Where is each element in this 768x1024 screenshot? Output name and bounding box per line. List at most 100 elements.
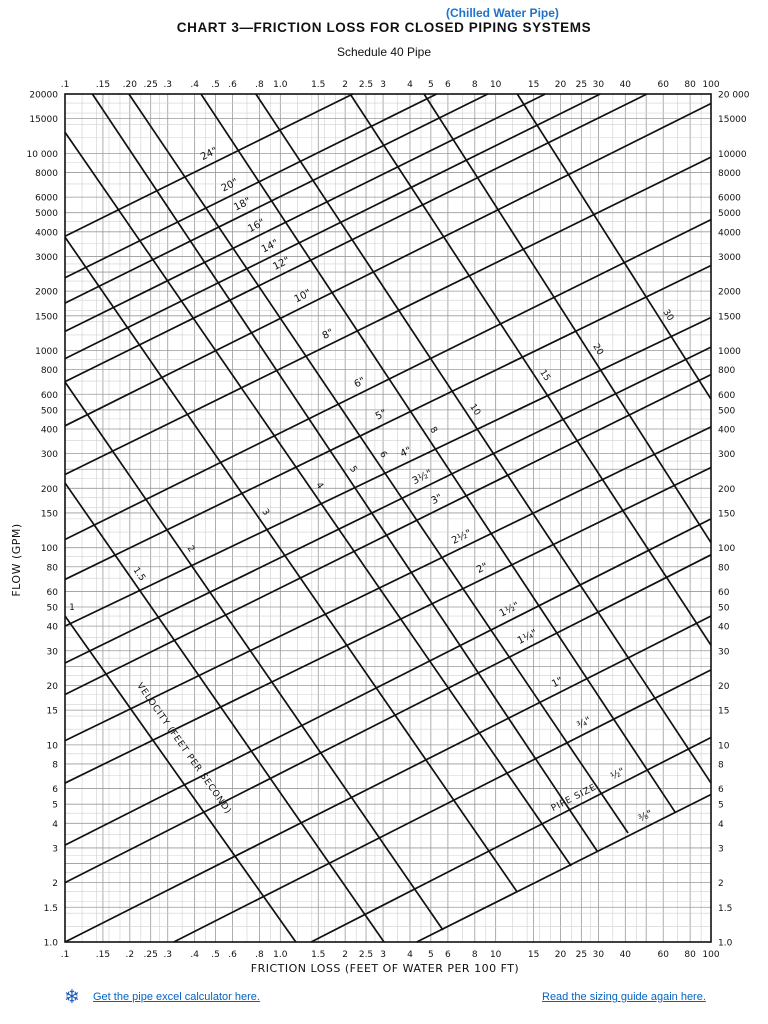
x-tick-label-bottom: .3 [163, 950, 172, 960]
y-tick-label-left: 2000 [35, 288, 58, 298]
y-tick-label-right: 6000 [718, 194, 741, 204]
velocity-line [64, 236, 518, 893]
y-tick-label-left: 400 [41, 425, 58, 435]
y-tick-label-left: 8 [52, 760, 58, 770]
x-tick-label-top: .6 [228, 80, 237, 90]
x-tick-label-top: 30 [593, 80, 605, 90]
sizing-guide-link[interactable]: Read the sizing guide again here. [542, 991, 706, 1003]
y-tick-label-right: 100 [718, 544, 735, 554]
y-tick-label-left: 80 [47, 563, 59, 573]
x-tick-label-bottom: .25 [144, 950, 158, 960]
chart-title: CHART 3—FRICTION LOSS FOR CLOSED PIPING … [176, 20, 592, 35]
velocity-label: 4 [313, 481, 325, 492]
y-tick-label-right: 300 [718, 450, 735, 460]
x-tick-label-bottom: .2 [126, 950, 135, 960]
y-tick-label-left: 100 [41, 544, 58, 554]
y-tick-label-right: 400 [718, 425, 735, 435]
x-tick-label-top: 6 [445, 80, 451, 90]
velocity-line [64, 482, 385, 943]
x-tick-label-bottom: 5 [428, 950, 434, 960]
pipe-line [64, 426, 712, 742]
pipe-line [310, 736, 712, 943]
y-tick-label-left: 6 [52, 785, 58, 795]
x-tick-label-top: 2 [342, 80, 348, 90]
y-tick-label-right: 20 000 [718, 91, 750, 101]
y-tick-label-right: 1.5 [718, 904, 732, 914]
x-axis-label: FRICTION LOSS (FEET OF WATER PER 100 FT) [251, 962, 519, 975]
pipe-line [64, 93, 489, 304]
velocity-axis-label: VELOCITY (FEET PER SECOND) [134, 681, 233, 816]
y-tick-label-left: 20000 [29, 91, 58, 101]
y-tick-label-left: 200 [41, 485, 58, 495]
chilled-water-note: (Chilled Water Pipe) [446, 6, 559, 20]
pipe-line [64, 156, 712, 476]
y-tick-label-left: 500 [41, 406, 58, 416]
x-tick-label-top: .8 [255, 80, 264, 90]
pipe-line [64, 93, 648, 383]
pipe-line [64, 316, 712, 627]
y-tick-label-left: 1000 [35, 347, 58, 357]
y-tick-label-right: 1000 [718, 347, 741, 357]
footer-links: ❄ Get the pipe excel calculator here. Re… [0, 986, 768, 1008]
pipe-calculator-link[interactable]: Get the pipe excel calculator here. [93, 991, 260, 1003]
pipe-line [173, 669, 712, 943]
x-tick-label-bottom: 2 [342, 950, 348, 960]
x-tick-label-bottom: .8 [255, 950, 264, 960]
y-tick-label-right: 60 [718, 588, 730, 598]
x-tick-label-bottom: 80 [684, 950, 696, 960]
y-tick-label-left: 5 [52, 801, 58, 811]
velocity-line [255, 93, 712, 784]
velocity-line [64, 131, 572, 867]
y-tick-label-left: 6000 [35, 194, 58, 204]
x-tick-label-top: 15 [528, 80, 539, 90]
velocity-label: 3 [259, 507, 270, 517]
x-tick-label-top: .5 [211, 80, 220, 90]
x-tick-label-top: 60 [658, 80, 670, 90]
pipe-line [64, 218, 712, 541]
x-tick-label-top: 4 [407, 80, 413, 90]
velocity-label: 5 [347, 465, 359, 475]
y-tick-label-right: 200 [718, 485, 735, 495]
pipe-size-label: 8" [321, 327, 336, 342]
pipe-size-label: 4" [399, 445, 414, 460]
plot-frame [64, 93, 712, 943]
y-tick-label-right: 1500 [718, 312, 741, 322]
velocity-line [516, 93, 712, 400]
velocity-line [128, 93, 629, 834]
velocity-label: 8 [427, 425, 439, 436]
x-tick-label-top: .4 [190, 80, 199, 90]
y-tick-label-right: 10000 [718, 150, 747, 160]
x-tick-label-bottom: 25 [576, 950, 587, 960]
x-tick-label-top: .1 [61, 80, 70, 90]
y-tick-label-left: 300 [41, 450, 58, 460]
x-tick-label-top: 5 [428, 80, 434, 90]
y-tick-label-left: 50 [47, 604, 59, 614]
y-tick-label-left: 3 [52, 844, 58, 854]
y-tick-label-left: 20 [47, 682, 59, 692]
y-tick-label-left: 4 [52, 820, 58, 830]
y-tick-label-left: 8000 [35, 169, 58, 179]
x-tick-label-bottom: 40 [620, 950, 632, 960]
x-tick-label-bottom: .6 [228, 950, 237, 960]
x-tick-label-bottom: 4 [407, 950, 413, 960]
x-tick-label-bottom: 100 [702, 950, 719, 960]
y-tick-label-right: 2000 [718, 288, 741, 298]
grid [64, 93, 711, 943]
y-tick-label-left: 3000 [35, 253, 58, 263]
y-tick-label-right: 8000 [718, 169, 741, 179]
pipe-size-label: 5" [374, 408, 389, 423]
y-tick-label-right: 15000 [718, 115, 747, 125]
pipe-line [64, 93, 546, 333]
y-tick-label-right: 5000 [718, 209, 741, 219]
y-tick-label-left: 1500 [35, 312, 58, 322]
y-tick-label-right: 150 [718, 509, 735, 519]
x-tick-label-bottom: 15 [528, 950, 539, 960]
x-tick-label-top: 40 [620, 80, 632, 90]
y-tick-label-left: 1.5 [44, 904, 58, 914]
pipe-line [64, 93, 354, 237]
pipe-line [64, 346, 712, 664]
pipe-size-lines: 24"20"18"16"14"12"10"8"6"5"4"3½"3"2½"2"1… [64, 93, 712, 943]
x-tick-label-bottom: 20 [555, 950, 567, 960]
x-tick-label-bottom: 60 [658, 950, 670, 960]
x-tick-label-top: 8 [472, 80, 478, 90]
